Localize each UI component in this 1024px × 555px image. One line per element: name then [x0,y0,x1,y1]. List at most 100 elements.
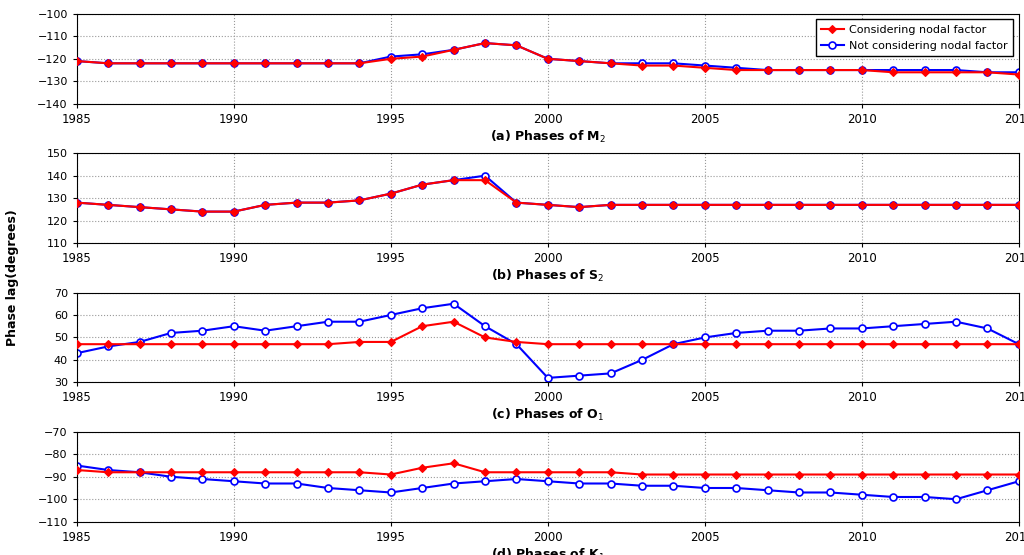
Not considering nodal factor [981,487,993,493]
Not considering nodal factor [698,201,711,208]
Considering nodal factor [981,471,993,478]
Not considering nodal factor [730,485,742,491]
Considering nodal factor [291,60,303,67]
Not considering nodal factor [887,201,899,208]
Considering nodal factor [322,341,334,347]
Not considering nodal factor [950,319,963,325]
Considering nodal factor [793,67,805,73]
Not considering nodal factor [698,334,711,341]
Not considering nodal factor [698,485,711,491]
Line: Considering nodal factor: Considering nodal factor [74,461,1022,477]
Considering nodal factor [636,62,648,69]
Not considering nodal factor [762,487,774,493]
Considering nodal factor [259,201,271,208]
Considering nodal factor [668,341,680,347]
Considering nodal factor [950,471,963,478]
Considering nodal factor [762,201,774,208]
Considering nodal factor [447,47,460,53]
Considering nodal factor [510,339,522,345]
Not considering nodal factor [447,47,460,53]
Not considering nodal factor [102,201,115,208]
Not considering nodal factor [604,60,616,67]
Not considering nodal factor [573,204,586,210]
Not considering nodal factor [71,199,83,206]
Considering nodal factor [636,471,648,478]
Considering nodal factor [322,199,334,206]
Considering nodal factor [197,469,209,476]
Not considering nodal factor [573,58,586,64]
Not considering nodal factor [604,480,616,487]
Considering nodal factor [1013,471,1024,478]
Considering nodal factor [71,58,83,64]
Considering nodal factor [573,469,586,476]
Considering nodal factor [102,201,115,208]
Not considering nodal factor [197,476,209,482]
Not considering nodal factor [71,350,83,356]
Considering nodal factor [385,190,397,197]
X-axis label: (b) Phases of S$_2$: (b) Phases of S$_2$ [492,268,604,284]
Not considering nodal factor [919,321,931,327]
Considering nodal factor [416,53,428,60]
Considering nodal factor [353,60,366,67]
Considering nodal factor [133,341,145,347]
Considering nodal factor [291,199,303,206]
Not considering nodal factor [542,375,554,381]
Not considering nodal factor [197,208,209,215]
Not considering nodal factor [919,67,931,73]
Text: Phase lag(degrees): Phase lag(degrees) [6,209,18,346]
Considering nodal factor [887,341,899,347]
Not considering nodal factor [322,485,334,491]
Not considering nodal factor [322,60,334,67]
Considering nodal factor [824,341,837,347]
Not considering nodal factor [447,480,460,487]
Considering nodal factor [604,201,616,208]
Not considering nodal factor [856,201,868,208]
X-axis label: (a) Phases of M$_2$: (a) Phases of M$_2$ [489,129,606,145]
Considering nodal factor [919,201,931,208]
Considering nodal factor [1013,341,1024,347]
Not considering nodal factor [824,325,837,332]
Not considering nodal factor [227,478,240,485]
Not considering nodal factor [416,485,428,491]
Not considering nodal factor [197,60,209,67]
Not considering nodal factor [102,343,115,350]
Not considering nodal factor [102,467,115,473]
Considering nodal factor [856,341,868,347]
Considering nodal factor [824,471,837,478]
Not considering nodal factor [197,327,209,334]
Considering nodal factor [322,60,334,67]
X-axis label: (d) Phases of K$_1$: (d) Phases of K$_1$ [490,547,605,555]
Not considering nodal factor [291,60,303,67]
Not considering nodal factor [259,201,271,208]
Not considering nodal factor [824,201,837,208]
Considering nodal factor [573,341,586,347]
Not considering nodal factor [573,480,586,487]
Considering nodal factor [793,471,805,478]
Not considering nodal factor [730,201,742,208]
Considering nodal factor [165,469,177,476]
Considering nodal factor [636,201,648,208]
Not considering nodal factor [824,67,837,73]
Considering nodal factor [730,341,742,347]
Legend: Considering nodal factor, Not considering nodal factor: Considering nodal factor, Not considerin… [816,19,1014,56]
Not considering nodal factor [133,60,145,67]
Not considering nodal factor [479,323,492,330]
Considering nodal factor [824,67,837,73]
Considering nodal factor [510,469,522,476]
Considering nodal factor [447,177,460,184]
Considering nodal factor [950,341,963,347]
Considering nodal factor [542,56,554,62]
Not considering nodal factor [165,473,177,480]
Not considering nodal factor [636,356,648,363]
Not considering nodal factor [730,330,742,336]
Not considering nodal factor [887,493,899,500]
Not considering nodal factor [762,327,774,334]
Not considering nodal factor [416,51,428,58]
Not considering nodal factor [604,201,616,208]
Considering nodal factor [165,206,177,213]
Not considering nodal factor [950,496,963,503]
Considering nodal factor [416,181,428,188]
Not considering nodal factor [636,60,648,67]
Not considering nodal factor [950,201,963,208]
Not considering nodal factor [385,489,397,496]
